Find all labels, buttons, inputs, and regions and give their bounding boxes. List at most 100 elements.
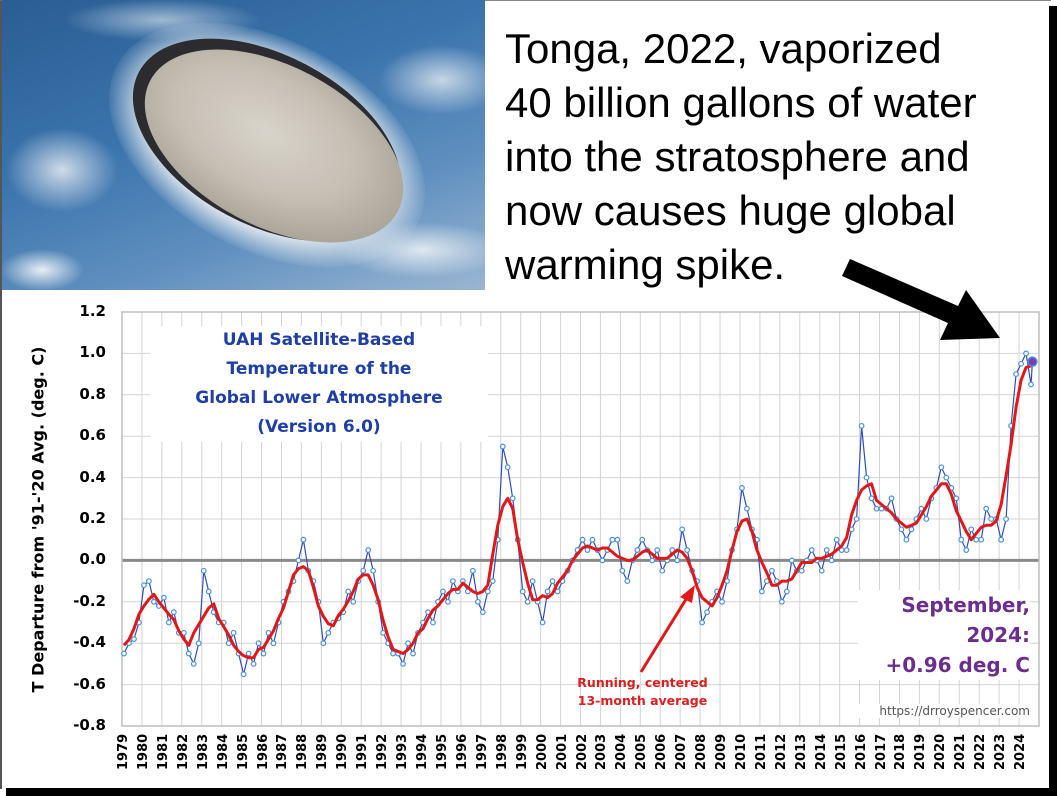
- data-point: [823, 547, 830, 553]
- data-point: [410, 650, 416, 657]
- data-point: [853, 516, 860, 522]
- x-tick-label: 2004: [614, 733, 630, 770]
- headline-line: Tonga, 2022, vaporized: [505, 25, 942, 72]
- data-point: [445, 598, 451, 605]
- tonga-satellite-photo: [2, 0, 485, 290]
- x-tick-label: 1991: [355, 733, 371, 770]
- data-point: [998, 536, 1005, 543]
- data-point: [380, 629, 387, 636]
- annotation-arrow: [639, 595, 690, 673]
- data-point: [808, 547, 815, 553]
- data-point: [131, 636, 137, 642]
- data-point: [185, 650, 192, 657]
- data-point: [225, 640, 232, 647]
- data-point: [195, 640, 202, 647]
- x-tick-label: 1983: [195, 733, 211, 770]
- data-point: [1018, 360, 1024, 367]
- x-tick-label: 1984: [215, 733, 231, 770]
- data-point: [908, 526, 915, 533]
- headline: Tonga, 2022, vaporized 40 billion gallon…: [505, 22, 1045, 292]
- y-tick-label: -0.8: [73, 716, 106, 734]
- data-point: [963, 547, 970, 553]
- data-point: [549, 578, 556, 584]
- data-point: [390, 650, 397, 657]
- x-tick-label: 1988: [295, 733, 311, 770]
- x-tick-label: 1994: [415, 733, 431, 770]
- slide-shadow: [1049, 6, 1057, 796]
- chart-title-line: UAH Satellite-Based: [222, 330, 416, 350]
- y-tick-label: -0.4: [73, 633, 106, 652]
- data-point: [958, 536, 965, 543]
- data-point: [240, 671, 247, 678]
- data-point: [973, 536, 980, 543]
- data-point: [370, 567, 377, 574]
- data-point: [190, 661, 197, 667]
- data-point: [539, 619, 546, 626]
- data-point: [759, 588, 765, 595]
- data-point: [788, 557, 795, 564]
- x-tick-label: 2017: [873, 733, 889, 770]
- data-point: [739, 485, 745, 491]
- x-tick-label: 2021: [953, 733, 969, 770]
- y-tick-label: 0.8: [79, 384, 106, 403]
- data-point: [160, 594, 167, 601]
- data-point: [509, 495, 516, 502]
- data-point: [898, 526, 905, 533]
- data-point: [978, 536, 985, 543]
- data-point: [888, 495, 895, 502]
- data-point: [245, 650, 252, 657]
- data-point: [704, 609, 710, 616]
- x-tick-label: 2022: [973, 733, 989, 770]
- data-point: [1028, 381, 1034, 388]
- headline-line: warming spike.: [505, 241, 786, 288]
- data-point: [584, 547, 591, 553]
- data-point: [614, 536, 621, 543]
- data-point: [554, 588, 561, 595]
- y-tick-label: 0.2: [79, 509, 106, 527]
- chart-title: UAH Satellite-Based Temperature of the G…: [150, 326, 488, 442]
- data-point: [504, 464, 511, 471]
- x-tick-label: 1979: [116, 733, 131, 770]
- data-point: [634, 547, 641, 553]
- data-point: [250, 661, 257, 667]
- data-point: [200, 567, 207, 574]
- chart-title-line: (Version 6.0): [257, 417, 381, 437]
- data-point: [953, 495, 960, 502]
- data-point: [260, 650, 267, 657]
- data-point: [484, 588, 491, 595]
- x-tick-label: 2001: [554, 733, 570, 770]
- data-point: [300, 536, 307, 543]
- slide-shadow: [6, 788, 1057, 796]
- y-tick-label: 1.2: [79, 302, 106, 320]
- x-tick-label: 2018: [893, 733, 909, 770]
- x-tick-label: 2019: [913, 733, 929, 770]
- data-point: [529, 578, 536, 584]
- y-tick-label: 0.6: [79, 426, 106, 445]
- data-point: [599, 557, 606, 564]
- headline-line: 40 billion gallons of water: [505, 79, 977, 126]
- x-tick-label: 2023: [993, 733, 1009, 770]
- data-point: [141, 582, 147, 589]
- data-point: [360, 567, 367, 574]
- x-tick-label: 1993: [395, 733, 411, 770]
- x-tick-label: 1986: [255, 733, 271, 770]
- data-point: [400, 661, 406, 667]
- data-point: [873, 505, 880, 512]
- x-tick-label: 2007: [674, 733, 690, 770]
- x-tick-label: 2008: [694, 733, 710, 770]
- x-tick-label: 2006: [654, 733, 670, 770]
- data-point: [983, 505, 990, 512]
- chart-title-line: Temperature of the: [226, 359, 412, 379]
- data-point: [489, 578, 496, 584]
- data-point: [519, 588, 526, 595]
- data-point: [624, 578, 631, 584]
- data-point: [783, 588, 790, 595]
- latest-value: +0.96 deg. C: [885, 653, 1030, 677]
- y-tick-label: 0.4: [79, 467, 106, 486]
- y-tick-label: 0.0: [79, 550, 106, 569]
- data-point: [524, 598, 531, 605]
- x-tick-label: 1998: [494, 733, 510, 770]
- x-tick-label: 2012: [773, 733, 789, 770]
- x-tick-label: 1997: [474, 733, 490, 770]
- x-tick-label: 1995: [434, 733, 450, 770]
